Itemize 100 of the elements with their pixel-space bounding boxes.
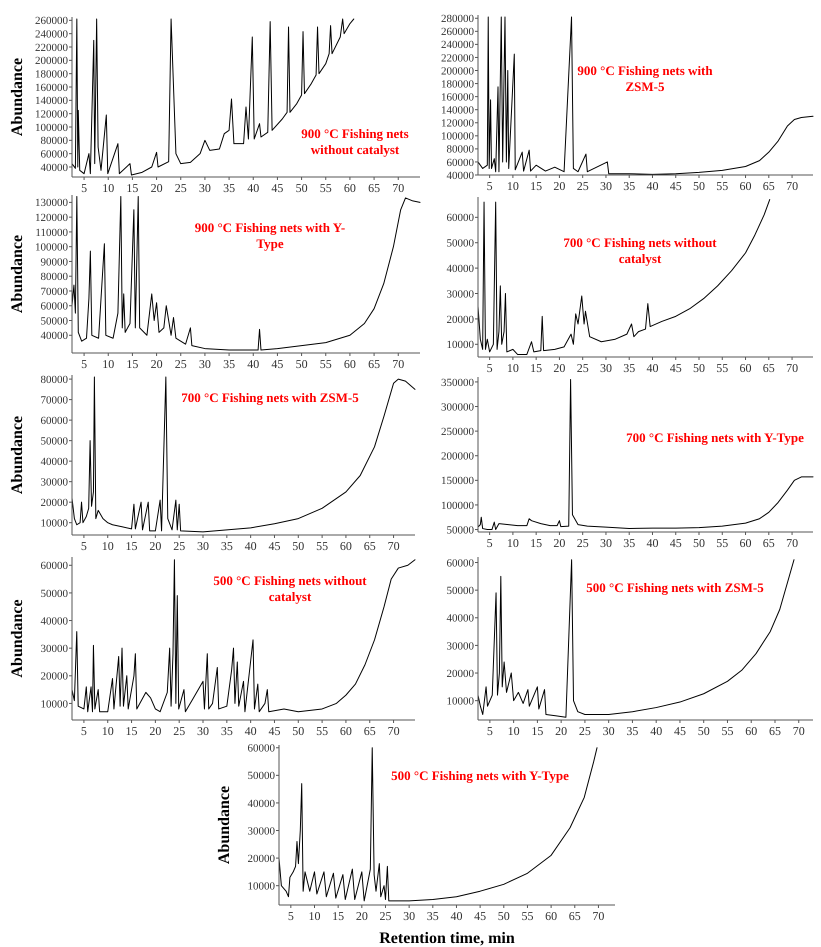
x-tick-label: 30 (600, 536, 612, 550)
line-series (278, 747, 598, 902)
y-tick-label: 70000 (40, 286, 68, 298)
y-tick-label: 50000 (40, 435, 68, 448)
y-tick-label: 10000 (40, 518, 68, 530)
x-tick-label: 15 (531, 724, 544, 738)
y-tick-label: 40000 (446, 170, 474, 182)
x-tick-label: 70 (392, 357, 404, 371)
x-tick-label: 25 (576, 361, 589, 375)
y-tick-label: 120000 (441, 118, 474, 130)
y-tick-label: 60000 (446, 557, 474, 570)
x-tick-label: 35 (223, 181, 236, 195)
y-tick-label: 100000 (35, 122, 68, 134)
x-tick-label: 60 (344, 181, 356, 195)
x-tick-label: 50 (292, 539, 304, 553)
line-series (72, 196, 420, 351)
y-tick-label: 110000 (35, 226, 68, 239)
annotation: 700 °C Fishing nets without catalyst (563, 235, 718, 266)
x-tick-label: 35 (223, 357, 236, 371)
annotation: 500 °C Fishing nets without catalyst (213, 573, 368, 604)
y-tick-label: 40000 (40, 330, 68, 342)
x-tick-label: 5 (81, 357, 88, 371)
y-tick-label: 60000 (446, 212, 474, 224)
y-tick-label: 100000 (441, 130, 474, 143)
y-tick-label: 20000 (248, 852, 276, 865)
y-tick-label: 160000 (441, 91, 474, 104)
y-axis-title: Abundance (9, 234, 26, 314)
y-tick-label: 280000 (441, 13, 474, 26)
annotation: 700 °C Fishing nets with ZSM-5 (181, 390, 360, 405)
x-tick-label: 10 (506, 536, 519, 550)
x-tick-label: 65 (364, 724, 376, 738)
y-axis-title: Abundance (9, 416, 26, 494)
x-tick-label: 25 (578, 724, 591, 738)
x-tick-label: 50 (698, 724, 710, 738)
y-tick-label: 120000 (35, 108, 68, 121)
y-tick-label: 50000 (446, 585, 474, 598)
x-tick-label: 65 (768, 724, 781, 738)
y-tick-label: 70000 (40, 394, 68, 406)
y-tick-label: 30000 (40, 643, 68, 656)
x-tick-label: 35 (426, 909, 439, 923)
x-tick-label: 70 (388, 539, 400, 553)
x-tick-label: 10 (508, 724, 520, 738)
y-tick-label: 100000 (441, 500, 474, 512)
x-tick-label: 65 (368, 181, 380, 195)
x-tick-label: 70 (786, 361, 798, 375)
y-tick-label: 60000 (40, 148, 68, 161)
x-tick-label: 40 (247, 181, 260, 195)
x-tick-label: 55 (320, 357, 332, 371)
x-tick-label: 15 (530, 179, 542, 193)
annotation: 900 °C Fishing nets with ZSM-5 (577, 63, 714, 94)
x-tick-label: 45 (474, 909, 486, 923)
y-tick-label: 60000 (446, 156, 474, 169)
line-series (478, 199, 770, 355)
x-tick-label: 25 (576, 179, 589, 193)
y-tick-label: 240000 (35, 28, 68, 41)
x-tick-label: 40 (247, 357, 260, 371)
y-tick-label: 40000 (248, 798, 276, 810)
y-tick-label: 80000 (40, 135, 68, 148)
x-tick-label: 5 (288, 909, 294, 923)
x-tick-label: 15 (530, 536, 542, 550)
x-tick-label: 10 (506, 361, 519, 375)
x-tick-label: 10 (102, 181, 114, 195)
y-tick-label: 240000 (441, 39, 474, 52)
y-tick-label: 60000 (248, 742, 276, 755)
x-tick-label: 30 (197, 539, 210, 553)
y-tick-label: 260000 (441, 26, 474, 38)
x-tick-label: 40 (650, 724, 662, 738)
line-series (478, 16, 814, 175)
x-tick-label: 15 (126, 181, 138, 195)
y-tick-label: 250000 (441, 426, 474, 438)
y-tick-label: 20000 (446, 668, 474, 680)
y-tick-label: 30000 (248, 825, 276, 838)
x-tick-label: 55 (716, 179, 728, 193)
annotation: 900 °C Fishing nets without catalyst (301, 126, 409, 157)
y-tick-label: 40000 (40, 162, 68, 174)
y-tick-label: 50000 (40, 315, 68, 328)
x-tick-label: 35 (623, 179, 636, 193)
x-tick-label: 65 (368, 357, 380, 371)
x-tick-label: 40 (646, 361, 658, 375)
x-tick-label: 60 (745, 724, 758, 738)
y-tick-label: 50000 (248, 770, 276, 782)
y-tick-label: 20000 (40, 670, 68, 683)
annotation: 500 °C Fishing nets with Y-Type (391, 768, 570, 783)
x-tick-label: 45 (670, 361, 682, 375)
x-tick-label: 25 (174, 357, 187, 371)
x-tick-label: 35 (623, 536, 636, 550)
y-tick-label: 180000 (441, 78, 474, 90)
annotation: 900 °C Fishing nets with Y-Type (194, 220, 346, 251)
x-tick-label: 55 (316, 539, 328, 553)
y-axis-title: Abundance (9, 599, 26, 678)
y-tick-label: 60000 (40, 560, 68, 572)
x-tick-label: 15 (126, 357, 138, 371)
x-tick-label: 25 (173, 539, 186, 553)
x-tick-label: 60 (340, 539, 352, 553)
y-tick-label: 220000 (441, 52, 474, 64)
x-tick-label: 45 (674, 724, 686, 738)
x-tick-label: 30 (403, 909, 416, 923)
x-tick-label: 70 (388, 724, 400, 738)
x-tick-label: 60 (740, 536, 752, 550)
x-tick-label: 70 (786, 179, 798, 193)
